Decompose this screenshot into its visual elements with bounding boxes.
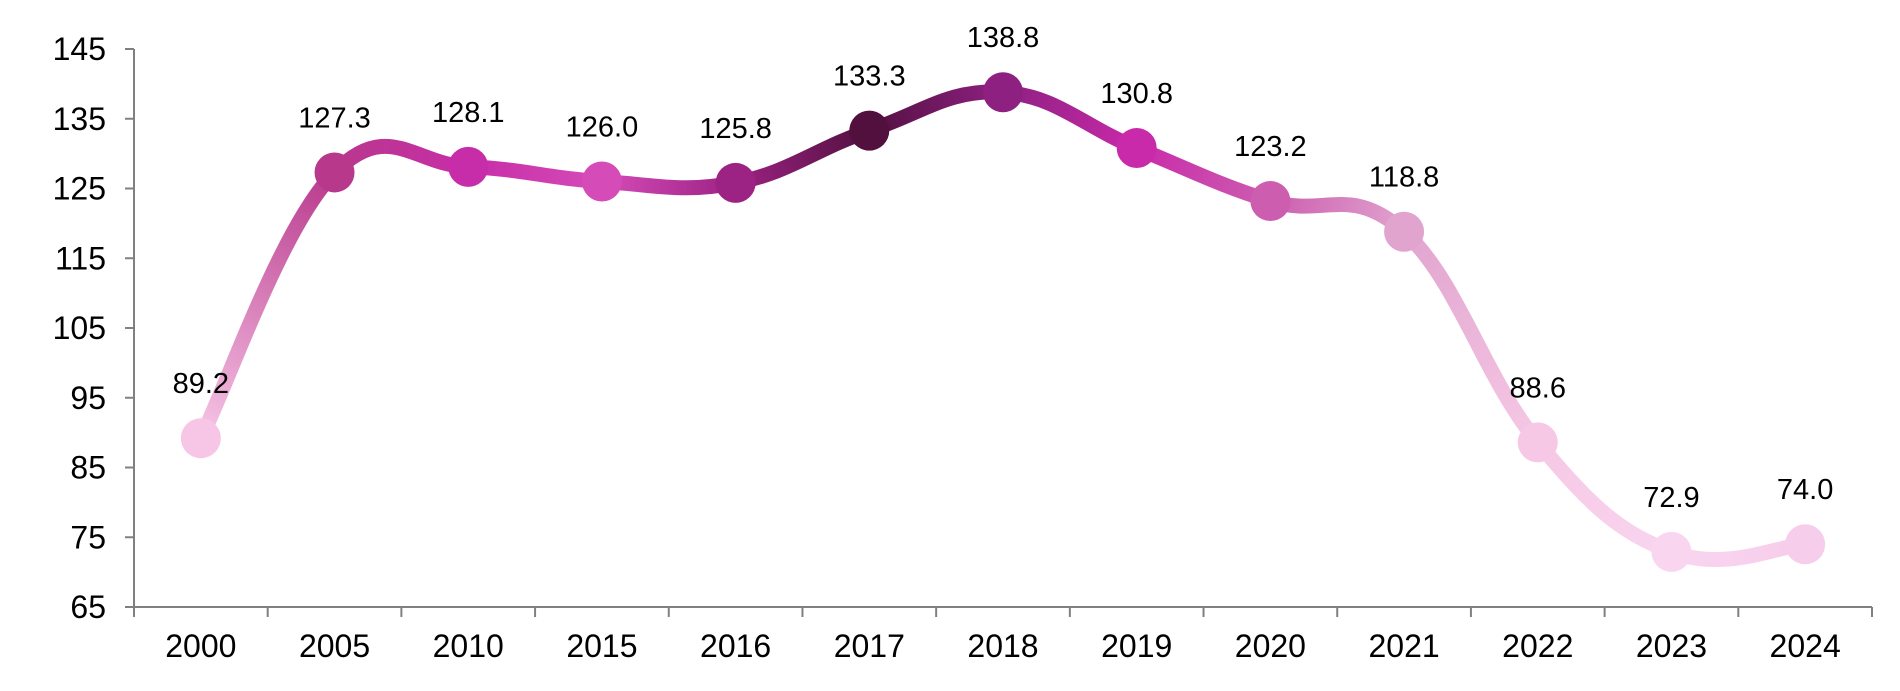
data-label: 125.8: [699, 113, 772, 145]
x-tick-label: 2016: [700, 628, 771, 664]
data-label: 88.6: [1510, 372, 1566, 404]
data-label: 133.3: [833, 61, 906, 93]
data-labels: 89.2 127.3 128.1 126.0 125.8 133.3 138.8 130.8 1…: [173, 22, 1834, 514]
x-tick-label: 2021: [1368, 628, 1439, 664]
data-point-marker: [1785, 524, 1826, 565]
line-segment: [861, 84, 1011, 139]
data-points: [180, 72, 1826, 572]
y-tick-label: 75: [70, 519, 106, 555]
data-point-marker: [448, 146, 489, 187]
line-segment: [1663, 536, 1813, 568]
data-point-marker: [1116, 128, 1157, 169]
data-label: 72.9: [1643, 482, 1699, 514]
x-tick-label: 2005: [299, 628, 370, 664]
x-tick-label: 2024: [1770, 628, 1841, 664]
line-segment: [1396, 224, 1546, 450]
line-segment: [594, 174, 744, 196]
data-label: 123.2: [1234, 131, 1307, 163]
data-label: 128.1: [432, 97, 505, 129]
y-tick-label: 95: [70, 380, 106, 416]
x-tick-label: 2022: [1502, 628, 1573, 664]
data-label: 74.0: [1777, 474, 1833, 506]
series-line: [193, 84, 1813, 568]
line-segment: [1262, 193, 1412, 240]
data-point-marker: [715, 162, 756, 203]
data-point-marker: [1384, 211, 1425, 252]
x-tick-label: 2023: [1636, 628, 1707, 664]
data-label: 138.8: [967, 22, 1040, 54]
data-point-marker: [1517, 422, 1558, 463]
data-point-marker: [314, 152, 355, 193]
y-tick-label: 105: [53, 310, 106, 346]
data-label: 89.2: [173, 368, 229, 400]
data-label: 118.8: [1369, 162, 1439, 194]
y-tick-label: 85: [70, 450, 106, 486]
data-label: 126.0: [566, 112, 639, 144]
y-tick-label: 65: [70, 589, 106, 625]
axes: 65 75 85 95 105 115 125 135 145 2000 2005 2010 2015 2…: [53, 31, 1873, 664]
x-tick-label: 2000: [165, 628, 236, 664]
data-label: 130.8: [1100, 78, 1173, 110]
x-tick-label: 2018: [967, 628, 1038, 664]
y-tick-label: 115: [55, 240, 106, 276]
line-segment: [193, 164, 343, 446]
x-tick-label: 2017: [834, 628, 905, 664]
x-tick-label: 2015: [566, 628, 637, 664]
line-segment: [460, 159, 610, 190]
y-tick-label: 125: [53, 171, 106, 207]
data-label: 127.3: [298, 102, 371, 134]
x-tick-label: 2010: [433, 628, 504, 664]
data-point-marker: [983, 72, 1023, 113]
y-tick-label: 135: [53, 101, 106, 137]
line-segment: [327, 138, 476, 180]
data-point-marker: [1250, 181, 1291, 222]
data-point-marker: [581, 161, 622, 202]
data-point-marker: [849, 110, 890, 151]
data-point-marker: [1651, 531, 1692, 572]
x-tick-label: 2020: [1235, 628, 1306, 664]
y-tick-label: 145: [53, 31, 106, 67]
x-tick-label: 2019: [1101, 628, 1172, 664]
data-point-marker: [180, 418, 221, 459]
